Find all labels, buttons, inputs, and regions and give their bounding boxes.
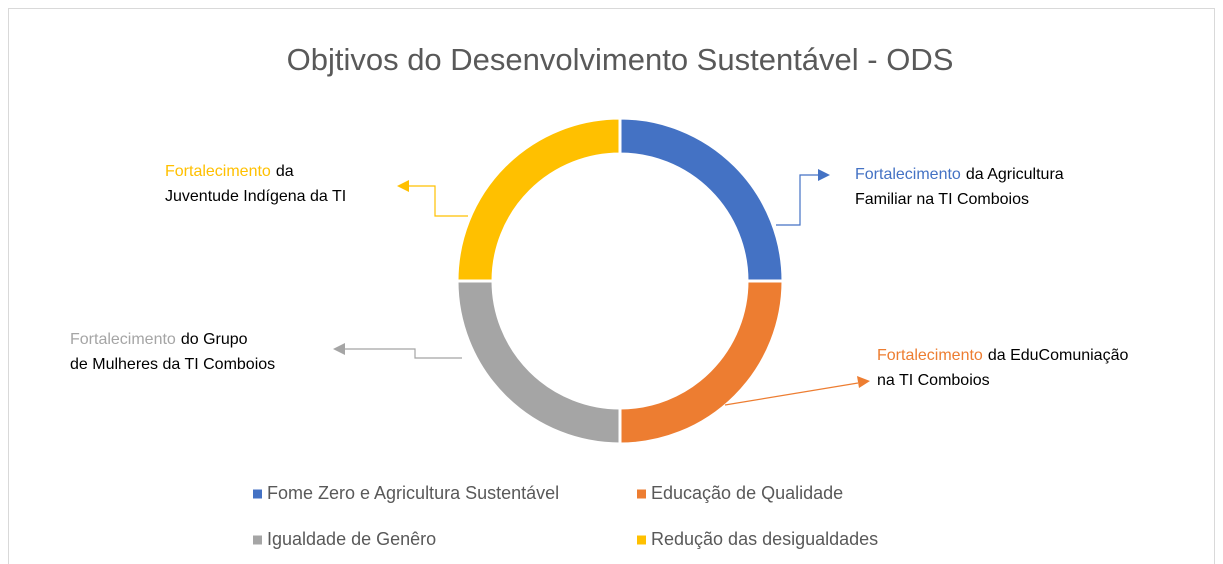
annotation-lead: Fortalecimento — [877, 347, 983, 364]
annotation-text: Fortalecimento da Agricultura — [855, 166, 1064, 183]
annotation-rest: da EduComuniação — [988, 347, 1129, 364]
annotation-text: de Mulheres da TI Comboios — [70, 356, 275, 373]
donut-segment — [455, 116, 622, 283]
legend-label: Igualdade de Genêro — [267, 529, 436, 549]
annotation-arrowhead — [857, 376, 870, 388]
legend-swatch — [637, 535, 646, 545]
legend-swatch — [253, 535, 262, 545]
annotation-text: na TI Comboios — [877, 372, 990, 389]
annotation-rest: do Grupo — [181, 331, 248, 348]
annotation-arrowhead — [397, 180, 409, 192]
annotation-leader — [408, 185, 468, 217]
legend-label: Fome Zero e Agricultura Sustentável — [267, 483, 559, 503]
annotation-text: Fortalecimento do Grupo — [70, 331, 248, 348]
annotation-leader — [776, 174, 820, 226]
annotation-arrowhead — [333, 343, 345, 355]
chart-frame — [8, 8, 1215, 564]
annotation-text: Fortalecimento da EduComuniação — [877, 347, 1128, 364]
legend-label: Educação de Qualidade — [651, 483, 843, 503]
annotation-text: Familiar na TI Comboios — [855, 191, 1029, 208]
annotation-lead: Fortalecimento — [70, 331, 176, 348]
annotation-text: Juventude Indígena da TI — [165, 188, 346, 205]
annotation-lead: Fortalecimento — [855, 166, 961, 183]
annotation-arrowhead — [818, 169, 830, 181]
annotation-rest: da — [276, 163, 294, 180]
annotation-leader — [724, 382, 859, 406]
annotation-leader — [345, 348, 462, 359]
legend-label: Redução das desigualdades — [651, 529, 878, 549]
chart-title: Objtivos do Desenvolvimento Sustentável … — [287, 42, 954, 77]
annotation-rest: da Agricultura — [966, 166, 1064, 183]
annotation-lead: Fortalecimento — [165, 163, 271, 180]
legend-swatch — [637, 489, 646, 499]
legend-swatch — [253, 489, 262, 499]
annotation-text: Fortalecimento da — [165, 163, 294, 180]
